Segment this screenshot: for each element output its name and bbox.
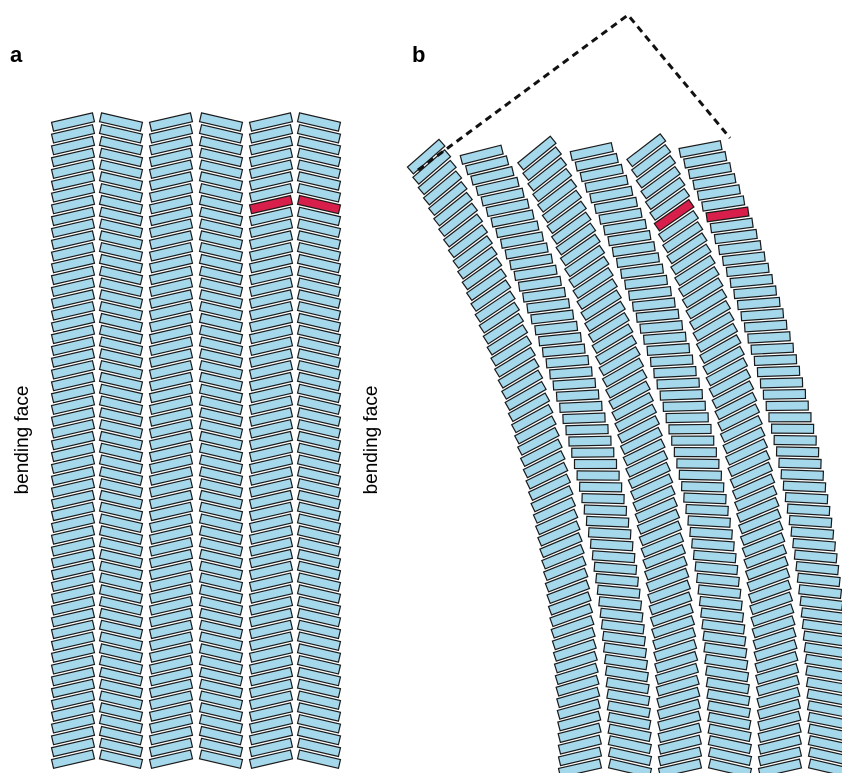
brick [542,344,585,357]
brick [674,448,716,457]
brick [794,550,837,563]
brick [730,275,773,288]
brick [787,504,829,515]
brick [582,494,624,504]
brick [669,424,711,433]
brick [796,562,839,575]
brick [588,528,630,539]
brick [596,574,639,587]
brick [553,378,595,390]
figure: a b bending face bending face [0,0,842,773]
brick [698,585,741,598]
brick [783,481,825,492]
brick [793,539,836,551]
brick [779,458,821,468]
brick [657,378,699,389]
brick [599,597,642,610]
brick [774,436,816,446]
brick [592,551,635,563]
brick [693,550,736,562]
brick [546,355,589,367]
brick [636,309,679,322]
brick [640,321,683,334]
brick [666,413,708,423]
brick [748,332,790,343]
brick [757,366,799,376]
brick [632,298,675,311]
brick [577,471,619,480]
brick [791,527,834,539]
brick [644,332,687,344]
brick [690,527,732,539]
side-label: bending face [361,386,382,495]
panel-label: a [10,42,23,67]
brick [672,436,714,445]
brick [574,460,616,469]
brick [654,367,696,378]
brick [754,355,796,366]
brick [556,390,598,401]
brick [647,344,690,356]
brick [741,309,784,321]
brick [539,333,582,346]
brick [569,436,611,446]
brick [797,573,840,586]
brick [760,378,802,388]
brick [566,425,608,435]
brick [660,390,702,400]
brick [597,585,640,598]
brick [695,562,738,575]
brick [737,297,780,309]
brick [560,401,602,412]
brick [682,482,724,492]
brick [769,413,811,422]
brick [688,516,730,527]
brick [772,424,814,433]
brick [777,447,819,457]
brick [766,401,808,410]
brick [763,389,805,399]
brick [580,482,622,492]
brick [734,286,777,299]
brick [563,413,605,424]
brick [584,505,626,515]
dashed-outline [418,15,730,170]
brick [751,343,793,354]
brick [744,320,786,332]
brick [572,448,614,457]
brick [590,539,632,551]
brick-layers [52,113,842,773]
brick [684,493,726,504]
brick [789,516,832,528]
brick [697,573,740,586]
brick [650,355,692,366]
brick [692,539,735,551]
side-label: bending face [12,386,33,495]
brick [677,459,719,469]
brick [686,504,728,515]
brick [726,263,769,276]
brick [594,562,637,574]
brick [663,401,705,411]
brick [679,470,721,480]
brick [586,516,628,527]
panel-label: b [412,42,425,67]
brick [785,493,827,504]
brick [781,470,823,481]
brick [550,367,593,379]
